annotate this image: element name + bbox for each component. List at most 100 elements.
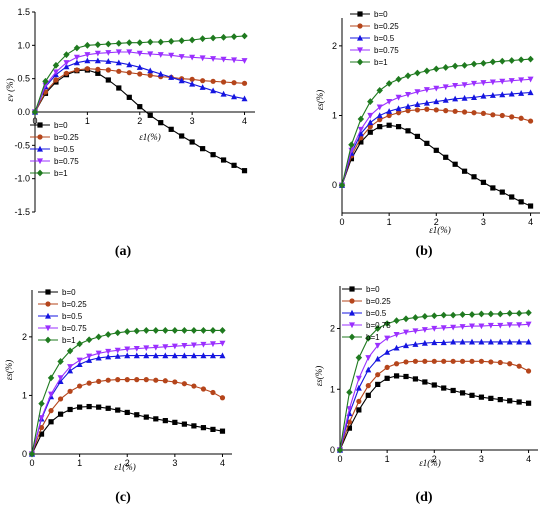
data-point [449, 311, 457, 319]
data-point [126, 61, 133, 68]
data-point [95, 70, 101, 76]
y-tick-label: 2 [330, 324, 335, 334]
data-point [384, 335, 391, 342]
data-point [490, 112, 496, 118]
data-point [57, 396, 64, 402]
data-point [471, 80, 477, 87]
data-point [96, 404, 102, 410]
y-tick-label: -0.5 [14, 140, 30, 150]
data-point [86, 357, 93, 363]
data-point [518, 77, 525, 84]
data-point [469, 392, 475, 398]
data-point [219, 352, 226, 359]
data-point [137, 71, 143, 77]
data-point [162, 418, 168, 424]
data-point [124, 352, 131, 359]
x-tick-label: 2 [434, 217, 439, 227]
data-point [395, 94, 402, 101]
series-b=1 [31, 32, 248, 116]
data-point [152, 327, 160, 334]
data-point [461, 94, 468, 101]
data-point [403, 359, 409, 365]
y-tick-label: 0 [332, 180, 337, 190]
data-point [209, 341, 216, 348]
legend: b=0 b=0.25 b=0.5 b=0.75 b=1 [350, 10, 399, 67]
data-point [490, 185, 496, 191]
data-point [115, 49, 122, 56]
y-tick-label: -1.0 [14, 174, 30, 184]
legend-marker [348, 333, 356, 341]
data-point [162, 378, 168, 384]
data-point [469, 338, 475, 345]
data-point [412, 341, 419, 347]
x-tick-label: 0 [32, 116, 37, 126]
legend-label: b=0 [366, 285, 380, 294]
y-tick-label: 1 [332, 111, 337, 121]
data-point [153, 416, 159, 422]
data-point [459, 324, 466, 330]
data-point [480, 110, 487, 117]
data-point [431, 382, 437, 388]
data-point [422, 358, 428, 364]
data-point [181, 352, 188, 359]
data-point [171, 327, 179, 334]
data-point [210, 87, 217, 94]
data-point [377, 117, 383, 123]
data-point [403, 373, 409, 380]
data-point [158, 120, 164, 126]
data-point [470, 60, 478, 68]
data-point [508, 90, 515, 97]
data-point [126, 70, 132, 76]
data-point [126, 39, 133, 47]
panel-label: (c) [115, 490, 131, 505]
data-point [348, 156, 355, 162]
data-point [188, 36, 196, 44]
data-point [377, 124, 383, 130]
data-point [443, 154, 449, 160]
data-point [210, 152, 216, 158]
data-point [76, 340, 83, 348]
series-b=0 [339, 122, 534, 209]
series-b=0 [337, 373, 532, 453]
data-point [114, 329, 121, 337]
y-tick-label: 0.0 [17, 107, 30, 117]
data-point [115, 39, 123, 47]
data-point [124, 377, 130, 383]
data-point [105, 58, 112, 64]
x-tick-label: 3 [481, 217, 486, 227]
data-point [365, 392, 371, 398]
data-point [405, 92, 411, 98]
data-point [459, 390, 466, 396]
y-axis-label: εs(%) [314, 366, 324, 387]
data-point [525, 400, 532, 406]
data-point [114, 352, 121, 359]
legend-label: b=0.75 [374, 46, 399, 55]
legend-marker [349, 286, 355, 292]
data-point [210, 426, 216, 432]
data-point [478, 323, 485, 330]
data-point [507, 361, 513, 367]
data-point [367, 98, 374, 105]
data-point [105, 353, 112, 360]
data-point [384, 349, 391, 355]
x-tick-label: 1 [387, 217, 392, 227]
data-point [433, 65, 440, 73]
data-point [357, 115, 365, 123]
data-point [516, 338, 523, 345]
x-tick-label: 1 [85, 116, 90, 126]
data-point [231, 162, 237, 168]
data-point [497, 396, 503, 403]
data-point [346, 425, 353, 431]
data-point [488, 359, 494, 365]
data-point [525, 368, 532, 374]
data-point [200, 341, 207, 348]
legend-label: b=0 [54, 121, 68, 130]
data-point [84, 52, 91, 58]
legend-marker [356, 58, 364, 66]
data-point [76, 361, 83, 367]
data-point [506, 309, 513, 317]
data-point [105, 77, 111, 83]
data-point [367, 129, 373, 135]
data-point [134, 412, 140, 418]
